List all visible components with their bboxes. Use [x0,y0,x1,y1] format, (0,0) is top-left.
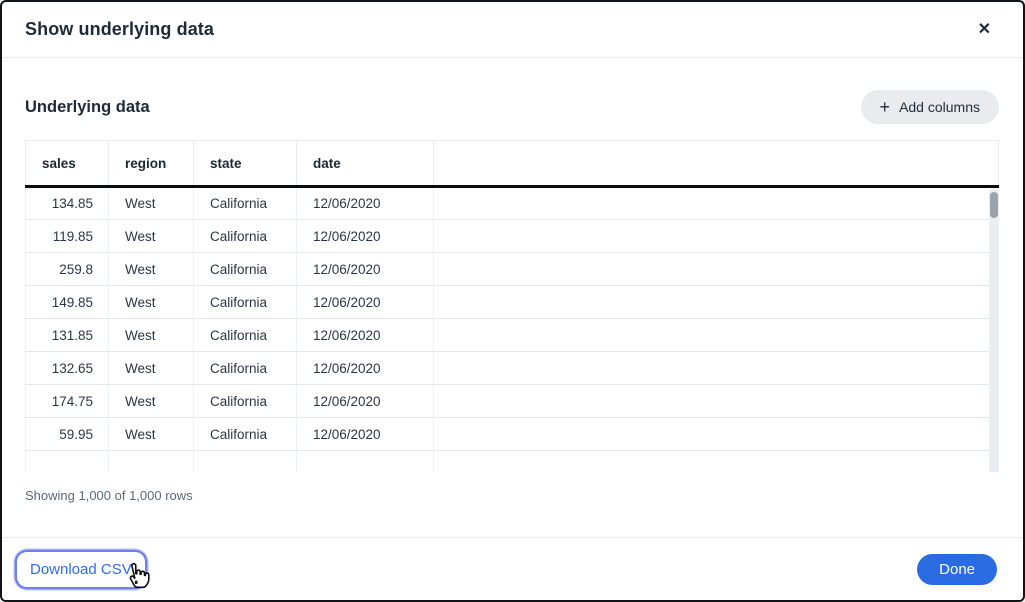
section-title: Underlying data [25,97,150,116]
column-header-empty [433,140,999,188]
table-cell: 12/06/2020 [296,252,434,286]
done-button[interactable]: Done [917,553,997,585]
close-icon: ✕ [977,20,991,38]
column-header-date: date [296,140,434,188]
table-row: 259.8 West California 12/06/2020 [25,252,999,286]
table-row: 149.85 West California 12/06/2020 [25,285,999,319]
table-cell: 12/06/2020 [296,351,434,385]
table-cell: West [108,219,194,253]
table-cell: 174.75 [25,384,109,418]
table-row: 119.85 West California 12/06/2020 [25,219,999,253]
table-cell: 12/06/2020 [296,384,434,418]
table-cell [433,285,999,319]
table-cell: California [193,351,297,385]
table-cell: California [193,186,297,220]
table-cell: 12/06/2020 [296,285,434,319]
table-cell: West [108,417,194,451]
body-top-bar: Underlying data + Add columns [25,90,999,124]
row-count-text: Showing 1,000 of 1,000 rows [25,488,193,503]
plus-icon: + [879,97,891,117]
table-cell [433,450,999,472]
scrollbar-thumb[interactable] [990,192,998,218]
table-cell: 132.65 [25,351,109,385]
table-cell [433,351,999,385]
table-cell: 12/06/2020 [296,219,434,253]
table-cell [433,417,999,451]
table-row: 132.65 West California 12/06/2020 [25,351,999,385]
table-cell: 149.85 [25,285,109,319]
table-cell [296,450,434,472]
table-row: 131.85 West California 12/06/2020 [25,318,999,352]
add-columns-button[interactable]: + Add columns [860,90,999,124]
table-row: 59.95 West California 12/06/2020 [25,417,999,451]
table-cell: 12/06/2020 [296,417,434,451]
modal-body: Underlying data + Add columns sales regi… [2,90,1023,503]
table-cell: California [193,285,297,319]
table-row: 174.75 West California 12/06/2020 [25,384,999,418]
table-cell: 119.85 [25,219,109,253]
table-cell: West [108,318,194,352]
table-cell [433,252,999,286]
table-cell [25,450,109,472]
download-csv-button[interactable]: Download CSV [18,552,144,586]
table-cell: 12/06/2020 [296,318,434,352]
table-cell: 259.8 [25,252,109,286]
table-cell: California [193,219,297,253]
table-cell [433,318,999,352]
table-cell: West [108,252,194,286]
table-cell: 131.85 [25,318,109,352]
table-row [25,450,999,472]
close-button[interactable]: ✕ [974,18,995,42]
table-cell: California [193,417,297,451]
column-header-state: state [193,140,297,188]
table-row: 134.85 West California 12/06/2020 [25,186,999,220]
table-cell: California [193,252,297,286]
table-cell: California [193,384,297,418]
table-cell [108,450,194,472]
underlying-data-table: sales region state date 134.85 West Califo… [25,140,999,472]
table-cell: West [108,351,194,385]
table-body: 134.85 West California 12/06/2020 119.85 West… [25,186,999,472]
modal-header: Show underlying data ✕ [2,2,1023,58]
table-cell: West [108,285,194,319]
table-scrollbar[interactable] [989,190,999,472]
table-cell [193,450,297,472]
add-columns-label: Add columns [899,99,980,115]
table-cell [433,186,999,220]
table-header-row: sales region state date [25,140,999,188]
modal-title: Show underlying data [25,19,215,39]
table-cell: West [108,384,194,418]
modal-footer: Download CSV Done [2,537,1023,600]
table-cell [433,219,999,253]
table-cell: 12/06/2020 [296,186,434,220]
table-cell: 134.85 [25,186,109,220]
table-cell: 59.95 [25,417,109,451]
table-cell: California [193,318,297,352]
column-header-sales: sales [25,140,109,188]
table-cell [433,384,999,418]
table-cell: West [108,186,194,220]
column-header-region: region [108,140,194,188]
